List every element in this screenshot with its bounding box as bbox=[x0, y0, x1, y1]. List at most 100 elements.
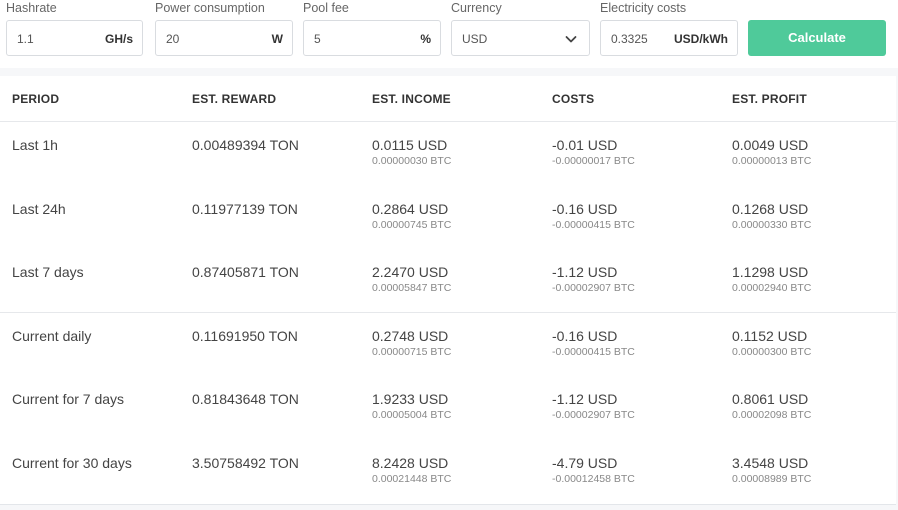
income-usd: 0.2864 USD bbox=[372, 201, 449, 217]
profit-usd: 1.1298 USD bbox=[732, 264, 809, 280]
period-cell: Current for 30 days bbox=[12, 455, 132, 471]
costs-btc: -0.00000415 BTC bbox=[552, 346, 635, 358]
table-row: Current for 7 days 0.81843648 TON 1.9233… bbox=[0, 376, 896, 440]
hashrate-unit: GH/s bbox=[104, 32, 133, 46]
profit-usd: 0.1268 USD bbox=[732, 201, 809, 217]
profit-btc: 0.00000013 BTC bbox=[732, 155, 812, 167]
costs-cell: -0.16 USD -0.00000415 BTC bbox=[552, 328, 635, 359]
profit-btc: 0.00002940 BTC bbox=[732, 282, 812, 294]
table-row: Last 7 days 0.87405871 TON 2.2470 USD 0.0… bbox=[0, 249, 896, 313]
currency-label: Currency bbox=[451, 1, 502, 15]
costs-usd: -1.12 USD bbox=[552, 264, 618, 280]
electricity-label: Electricity costs bbox=[600, 1, 687, 15]
hashrate-label: Hashrate bbox=[6, 1, 57, 15]
table-row: Last 24h 0.11977139 TON 0.2864 USD 0.0000… bbox=[0, 186, 896, 250]
table-header: PERIOD EST. REWARD EST. INCOME COSTS EST… bbox=[0, 76, 896, 122]
income-cell: 8.2428 USD 0.00021448 BTC bbox=[372, 455, 451, 486]
profit-usd: 0.8061 USD bbox=[732, 391, 809, 407]
profit-usd: 3.4548 USD bbox=[732, 455, 809, 471]
hashrate-value: 1.1 bbox=[17, 32, 34, 46]
reward-cell: 0.11691950 TON bbox=[192, 328, 298, 344]
header-reward: EST. REWARD bbox=[192, 92, 277, 106]
electricity-input[interactable]: 0.3325 USD/kWh bbox=[600, 20, 738, 56]
costs-usd: -0.16 USD bbox=[552, 328, 618, 344]
reward-cell: 0.00489394 TON bbox=[192, 137, 299, 153]
income-usd: 2.2470 USD bbox=[372, 264, 449, 280]
profit-btc: 0.00000330 BTC bbox=[732, 219, 812, 231]
income-cell: 2.2470 USD 0.00005847 BTC bbox=[372, 264, 451, 295]
income-btc: 0.00000745 BTC bbox=[372, 219, 452, 231]
header-profit: EST. PROFIT bbox=[732, 92, 807, 106]
profit-cell: 3.4548 USD 0.00008989 BTC bbox=[732, 455, 811, 486]
costs-cell: -0.16 USD -0.00000415 BTC bbox=[552, 201, 635, 232]
income-btc: 0.00000030 BTC bbox=[372, 155, 452, 167]
reward-cell: 0.87405871 TON bbox=[192, 264, 299, 280]
period-cell: Current daily bbox=[12, 328, 92, 344]
profit-cell: 1.1298 USD 0.00002940 BTC bbox=[732, 264, 811, 295]
income-usd: 1.9233 USD bbox=[372, 391, 449, 407]
income-btc: 0.00000715 BTC bbox=[372, 346, 452, 358]
profit-cell: 0.1152 USD 0.00000300 BTC bbox=[732, 328, 811, 359]
income-usd: 8.2428 USD bbox=[372, 455, 449, 471]
power-unit: W bbox=[271, 32, 283, 46]
income-usd: 0.0115 USD bbox=[372, 137, 448, 153]
costs-usd: -4.79 USD bbox=[552, 455, 618, 471]
profit-cell: 0.8061 USD 0.00002098 BTC bbox=[732, 391, 811, 422]
table-row: Current for 30 days 3.50758492 TON 8.242… bbox=[0, 440, 896, 504]
costs-cell: -4.79 USD -0.00012458 BTC bbox=[552, 455, 635, 486]
calculate-button[interactable]: Calculate bbox=[748, 20, 886, 56]
costs-btc: -0.00002907 BTC bbox=[552, 282, 635, 294]
costs-usd: -0.16 USD bbox=[552, 201, 618, 217]
profit-btc: 0.00000300 BTC bbox=[732, 346, 812, 358]
reward-cell: 0.11977139 TON bbox=[192, 201, 298, 217]
period-cell: Last 24h bbox=[12, 201, 66, 217]
period-cell: Last 1h bbox=[12, 137, 58, 153]
pool-fee-value: 5 bbox=[314, 32, 321, 46]
power-input[interactable]: 20 W bbox=[155, 20, 293, 56]
costs-btc: -0.00000415 BTC bbox=[552, 219, 635, 231]
income-btc: 0.00005004 BTC bbox=[372, 409, 452, 421]
electricity-value: 0.3325 bbox=[611, 32, 648, 46]
table-row: Current daily 0.11691950 TON 0.2748 USD 0… bbox=[0, 312, 896, 377]
costs-usd: -0.01 USD bbox=[552, 137, 618, 153]
reward-cell: 3.50758492 TON bbox=[192, 455, 299, 471]
profit-btc: 0.00008989 BTC bbox=[732, 473, 812, 485]
costs-usd: -1.12 USD bbox=[552, 391, 618, 407]
profit-btc: 0.00002098 BTC bbox=[732, 409, 812, 421]
header-costs: COSTS bbox=[552, 92, 595, 106]
period-cell: Current for 7 days bbox=[12, 391, 125, 407]
costs-btc: -0.00002907 BTC bbox=[552, 409, 635, 421]
calculator-form: Hashrate 1.1 GH/s Power consumption 20 W… bbox=[0, 0, 898, 68]
hashrate-input[interactable]: 1.1 GH/s bbox=[6, 20, 143, 56]
pool-fee-label: Pool fee bbox=[303, 1, 349, 15]
costs-cell: -1.12 USD -0.00002907 BTC bbox=[552, 264, 635, 295]
income-cell: 1.9233 USD 0.00005004 BTC bbox=[372, 391, 451, 422]
profit-usd: 0.1152 USD bbox=[732, 328, 808, 344]
costs-cell: -1.12 USD -0.00002907 BTC bbox=[552, 391, 635, 422]
income-btc: 0.00021448 BTC bbox=[372, 473, 452, 485]
pool-fee-unit: % bbox=[420, 32, 431, 46]
income-btc: 0.00005847 BTC bbox=[372, 282, 452, 294]
period-cell: Last 7 days bbox=[12, 264, 84, 280]
pool-fee-input[interactable]: 5 % bbox=[303, 20, 441, 56]
costs-btc: -0.00000017 BTC bbox=[552, 155, 635, 167]
profit-cell: 0.1268 USD 0.00000330 BTC bbox=[732, 201, 811, 232]
header-income: EST. INCOME bbox=[372, 92, 451, 106]
reward-cell: 0.81843648 TON bbox=[192, 391, 299, 407]
costs-cell: -0.01 USD -0.00000017 BTC bbox=[552, 137, 635, 168]
power-value: 20 bbox=[166, 32, 180, 46]
power-label: Power consumption bbox=[155, 1, 265, 15]
results-table: PERIOD EST. REWARD EST. INCOME COSTS EST… bbox=[0, 76, 896, 505]
electricity-unit: USD/kWh bbox=[674, 32, 728, 46]
income-cell: 0.2864 USD 0.00000745 BTC bbox=[372, 201, 451, 232]
profit-usd: 0.0049 USD bbox=[732, 137, 809, 153]
header-period: PERIOD bbox=[12, 92, 60, 106]
income-cell: 0.0115 USD 0.00000030 BTC bbox=[372, 137, 451, 168]
income-cell: 0.2748 USD 0.00000715 BTC bbox=[372, 328, 451, 359]
chevron-down-icon bbox=[565, 36, 577, 43]
profit-cell: 0.0049 USD 0.00000013 BTC bbox=[732, 137, 811, 168]
currency-select[interactable]: USD bbox=[451, 20, 590, 56]
currency-value: USD bbox=[462, 32, 488, 46]
table-row: Last 1h 0.00489394 TON 0.0115 USD 0.00000… bbox=[0, 122, 896, 186]
income-usd: 0.2748 USD bbox=[372, 328, 449, 344]
